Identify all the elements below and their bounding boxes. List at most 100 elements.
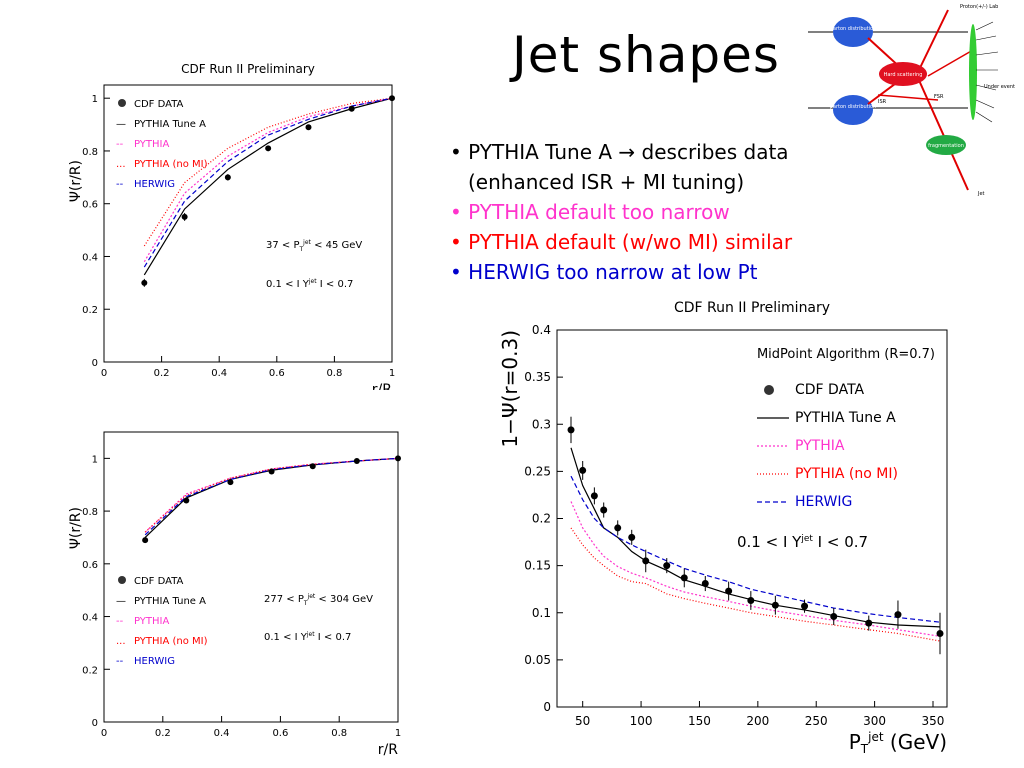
annot-eta-base: 0.1 < I Y [266,279,310,290]
x-tick-label: 100 [630,714,653,728]
annot-pt-sub: T [299,246,304,253]
data-point [663,562,671,570]
jet-label: Jet [977,191,985,197]
parton-distribution-top [833,17,873,47]
y-axis-label: Ψ(r/R) [68,507,84,549]
underlying-event-blob [969,24,977,120]
legend-marker [118,99,126,107]
data-point [579,466,587,474]
y-tick-label: 0.2 [82,305,98,316]
eta-range-annotation: 0.1 < I Yjet I < 0.7 [737,533,868,551]
data-point [771,601,779,609]
annot-eta-base: 0.1 < I Y [737,533,802,551]
annot-eta-rest: I < 0.7 [813,533,868,551]
data-point [395,455,401,462]
data-point [305,124,312,131]
event-diagram: parton distribution parton distribution … [808,4,1015,197]
legend-marker: -- [116,139,124,150]
x-axis-label: r/R [378,742,398,758]
data-point [936,629,944,637]
algorithm-annotation: MidPoint Algorithm (R=0.7) [757,347,935,362]
data-point [865,619,873,627]
bullet-1: • PYTHIA Tune A → describes data (enhanc… [450,137,792,197]
x-tick-label: 350 [922,714,945,728]
data-point [265,145,272,152]
legend-marker: — [116,596,126,607]
legend-label: PYTHIA Tune A [795,410,896,426]
bullet-2: • PYTHIA default too narrow [450,197,792,227]
y-tick-label: 0.2 [82,665,98,676]
x-axis-label-sub: T [860,742,869,756]
x-axis-label: PTjet (GeV) [849,730,947,756]
y-tick-label: 1 [92,94,98,105]
legend-label: HERWIG [134,179,175,190]
annot-pt-base: 37 < P [266,240,300,251]
data-point [389,95,395,102]
legend-label: PYTHIA (no MI) [134,159,208,170]
legend-marker: -- [116,656,124,667]
hard-scattering-label: Hard scattering [884,72,923,78]
x-axis-label: r/R [372,382,392,390]
y-tick-label: 0 [92,358,98,369]
series-line-herwig [570,475,941,623]
data-point [801,602,809,610]
x-tick-label: 50 [575,714,590,728]
legend-marker [764,385,774,395]
legend-marker: ... [116,159,126,170]
data-point [181,213,188,220]
eta-range-annotation: 0.1 < I Yjet I < 0.7 [266,278,353,290]
isr-label: ISR [878,99,887,105]
legend-marker [118,576,126,584]
x-tick-label: 0.4 [211,368,227,379]
data-point [600,506,608,514]
x-tick-label: 200 [746,714,769,728]
annot-pt-sub: T [303,600,308,607]
annot-eta-sup: jet [800,534,813,544]
legend-label: HERWIG [134,656,175,667]
y-tick-label: 0.8 [82,147,98,158]
data-point [142,537,149,544]
hard-scattering-blob [879,62,927,86]
plot-frame [556,329,948,708]
y-tick-label: 0 [92,718,98,729]
legend-label: HERWIG [795,494,852,510]
data-point [894,611,902,619]
underlying-event-label: Under event [984,84,1015,90]
y-tick-label: 0.8 [82,507,98,518]
legend-marker: ... [116,636,126,647]
bullet-1-line1: • PYTHIA Tune A → describes data [450,140,789,164]
annot-eta-sup: jet [308,278,317,285]
x-axis-label-unit: (GeV) [884,730,947,754]
y-tick-label: 0.15 [524,559,551,573]
annot-pt-sup: jet [307,593,316,600]
y-axis-label: Ψ(r/R) [68,160,84,202]
data-point [309,463,316,470]
pt-range-annotation: 277 < PTjet < 304 GeV [264,593,373,607]
data-point [141,279,148,286]
legend-marker: -- [116,616,124,627]
legend-label: CDF DATA [134,99,184,110]
chart-title: CDF Run II Preliminary [181,62,315,76]
x-tick-label: 150 [688,714,711,728]
chart-psi-low-pt: CDF Run II Preliminary 0 0.2 0.4 0.6 0.8 1 0 0.2… [68,62,395,390]
annot-pt-base: 277 < P [264,594,304,605]
x-tick-label: 1 [395,728,401,739]
bullet-list: • PYTHIA Tune A → describes data (enhanc… [450,137,792,287]
x-tick-label: 0.8 [326,368,342,379]
legend-marker: — [116,119,126,130]
fragmentation-blob [926,135,966,155]
y-tick-label: 0.3 [532,417,551,431]
series-line-pythia-tune-a [570,447,941,628]
chart-one-minus-psi: CDF Run II Preliminary 50 100 150 200 250 300 3… [498,300,948,756]
legend-label: PYTHIA Tune A [134,119,206,130]
data-point [680,574,688,582]
data-point [701,580,709,588]
annot-pt-rest: < 45 GeV [311,240,363,251]
data-point [747,596,755,604]
legend-label: PYTHIA Tune A [134,596,206,607]
y-tick-label: 0.4 [82,252,98,263]
legend-label: PYTHIA [795,438,845,454]
x-tick-label: 300 [863,714,886,728]
fsr-label: FSR [934,94,944,100]
data-point [268,468,275,475]
